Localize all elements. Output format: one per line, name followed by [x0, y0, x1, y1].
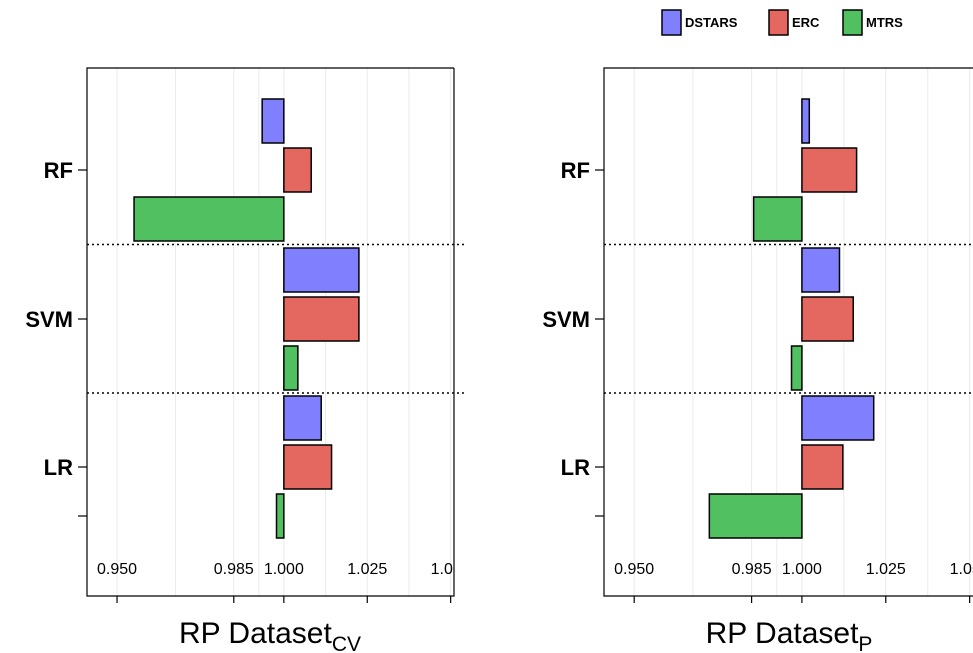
x-tick-label: 1.050 [431, 561, 471, 578]
panel-border [86, 67, 455, 597]
bar-erc-lr [283, 444, 333, 490]
panel-title-subscript: CV [332, 633, 361, 653]
x-tick-label: 1.000 [782, 561, 822, 578]
bar-erc-rf [801, 147, 858, 193]
panel-title-main: RP Dataset [706, 617, 860, 650]
legend-label-mtrs: MTRS [866, 15, 903, 30]
bar-mtrs-rf [752, 196, 803, 242]
bar-dstars-lr [283, 395, 322, 441]
bar-dstars-rf [801, 98, 811, 144]
x-tick-label: 0.950 [97, 561, 137, 578]
bar-mtrs-lr [275, 493, 285, 539]
bar-mtrs-lr [708, 493, 803, 539]
legend-label-dstars: DSTARS [685, 15, 738, 30]
bar-erc-lr [801, 444, 844, 490]
plot-area: 0.950 0.985 1.000 1.025 1.050 [97, 68, 471, 596]
panel-title: RP DatasetP [706, 617, 873, 653]
x-tick-label: 1.000 [264, 561, 304, 578]
legend-swatch-erc [768, 9, 789, 36]
x-tick-label: 0.985 [214, 561, 254, 578]
panel-title: RP DatasetCV [179, 617, 361, 653]
x-tick-label: 0.985 [732, 561, 772, 578]
category-label-svm: SVM [25, 307, 73, 332]
category-label-rf: RF [44, 158, 73, 183]
bar-mtrs-rf [133, 196, 285, 242]
x-tick-label: 1.050 [950, 561, 973, 578]
x-tick-label: 1.025 [866, 561, 906, 578]
bar-erc-svm [283, 296, 360, 342]
panel-border [603, 67, 973, 597]
category-label-rf: RF [561, 158, 590, 183]
legend: DSTARS ERC MTRS [661, 9, 903, 36]
bar-erc-rf [283, 147, 312, 193]
x-tick-label: 0.950 [614, 561, 654, 578]
category-label-lr: LR [44, 455, 73, 480]
panel-title-main: RP Dataset [179, 617, 333, 650]
bar-mtrs-svm [790, 345, 803, 391]
bar-dstars-lr [801, 395, 875, 441]
bar-dstars-rf [261, 98, 285, 144]
chart-panel-p: 0.950 0.985 1.000 1.025 1.050 RF SVM LR RP Datas… [542, 67, 973, 653]
category-label-svm: SVM [542, 307, 590, 332]
plot-area: 0.950 0.985 1.000 1.025 1.050 [614, 68, 973, 596]
bar-erc-svm [801, 296, 854, 342]
category-label-lr: LR [561, 455, 590, 480]
bar-dstars-svm [801, 247, 841, 293]
legend-swatch-dstars [661, 9, 682, 36]
legend-swatch-mtrs [842, 9, 863, 36]
x-tick-label: 1.025 [347, 561, 387, 578]
bar-dstars-svm [283, 247, 360, 293]
bar-mtrs-svm [283, 345, 299, 391]
legend-label-erc: ERC [792, 15, 820, 30]
chart-panel-cv: 0.950 0.985 1.000 1.025 1.050 RF SVM LR RP Datas… [25, 67, 471, 653]
panel-title-subscript: P [858, 633, 872, 653]
